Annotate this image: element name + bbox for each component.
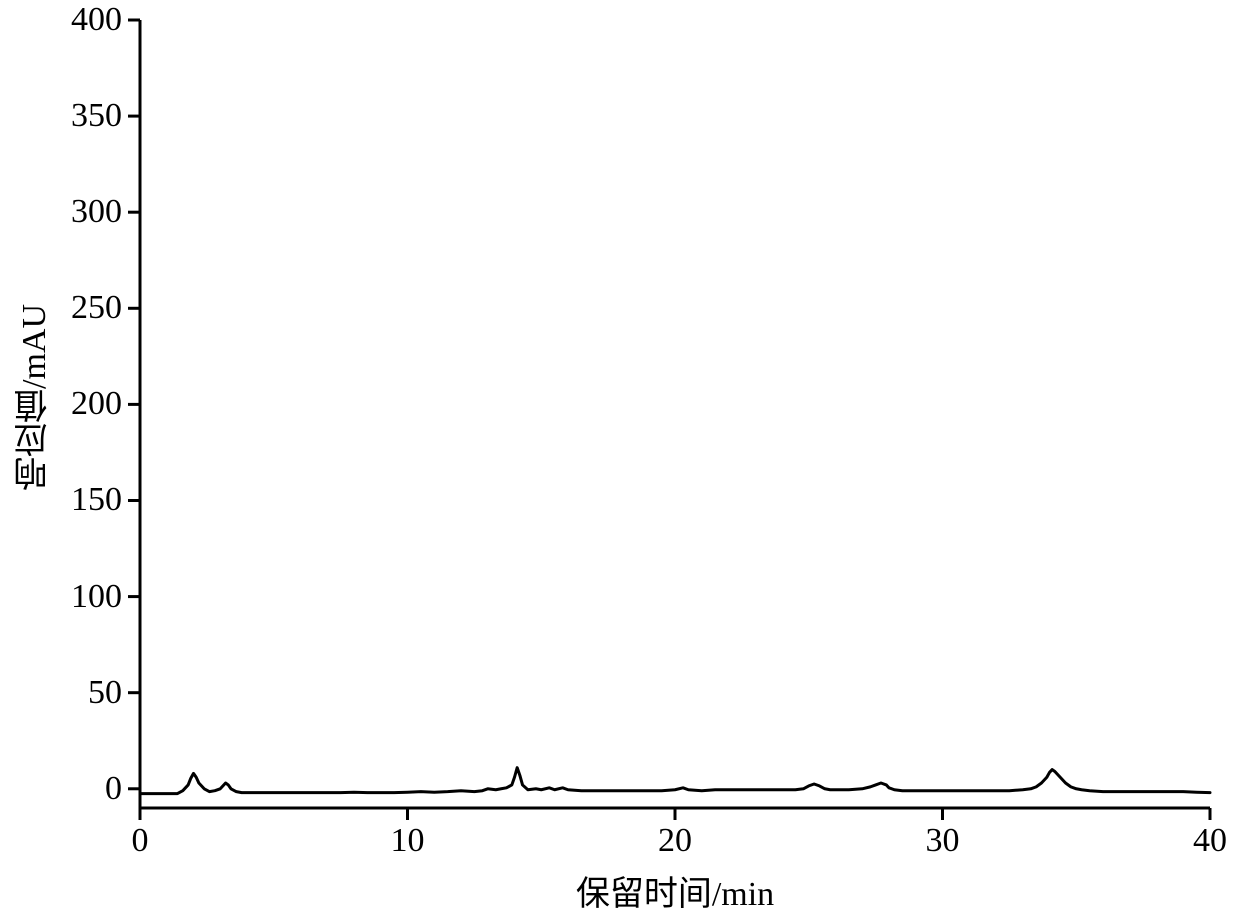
chromatogram-trace — [140, 768, 1210, 794]
y-tick-label: 200 — [42, 385, 122, 423]
y-tick-label: 50 — [42, 674, 122, 712]
chromatogram-chart: 响应值/mAU 保留时间/min 010203040 0501001502002… — [0, 0, 1240, 916]
x-axis-label: 保留时间/min — [565, 866, 785, 915]
y-tick-label: 0 — [42, 770, 122, 808]
x-tick-label: 20 — [635, 822, 715, 860]
chart-svg — [0, 0, 1240, 916]
y-tick-label: 300 — [42, 193, 122, 231]
y-tick-label: 150 — [42, 481, 122, 519]
y-tick-label: 400 — [42, 1, 122, 39]
y-tick-label: 250 — [42, 289, 122, 327]
y-tick-label: 350 — [42, 97, 122, 135]
x-tick-label: 40 — [1170, 822, 1240, 860]
x-tick-label: 0 — [100, 822, 180, 860]
y-tick-label: 100 — [42, 578, 122, 616]
x-tick-label: 30 — [903, 822, 983, 860]
x-tick-label: 10 — [368, 822, 448, 860]
